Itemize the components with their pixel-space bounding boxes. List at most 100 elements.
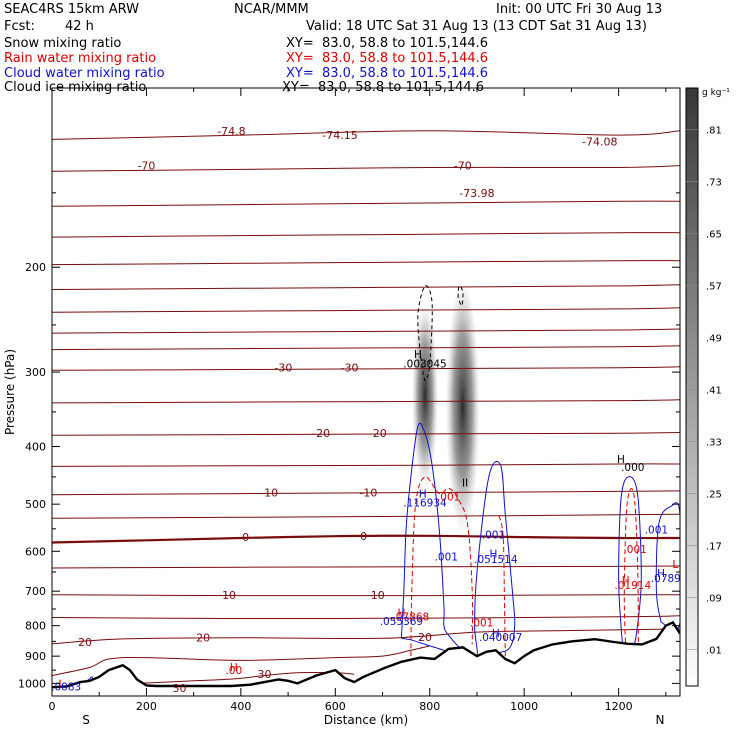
valid-time: Valid: 18 UTC Sat 31 Aug 13 (13 CDT Sat … (306, 19, 647, 34)
temperature-contour-line (52, 594, 680, 597)
y-tick-label: 600 (25, 545, 46, 558)
cloud-ice-contour (417, 285, 433, 382)
extremum-label: .040007 (479, 632, 522, 644)
cloud-water-contour (618, 476, 642, 651)
temperature-contour-line (52, 432, 680, 436)
extremum-label: H (414, 349, 422, 361)
temperature-contour-label: -10 (260, 487, 278, 500)
x-tick-label: 600 (325, 700, 346, 713)
temperature-contour-label: 10 (222, 589, 236, 602)
field-xy-cloud-water: XY= 83.0, 58.8 to 101.5,144.6 (286, 66, 489, 81)
fcst-label: Fcst: (4, 19, 35, 34)
extremum-label: .001 (482, 529, 505, 541)
terrain-surface-line (52, 620, 680, 689)
colorbar-label: .57 (706, 282, 722, 293)
temperature-contour-line (52, 565, 680, 569)
extremum-label: .01914 (614, 580, 651, 592)
temperature-contour-line (52, 615, 680, 620)
x-tick-label: 400 (230, 700, 251, 713)
temperature-contour-label: -30 (274, 362, 292, 375)
field-xy-rain: XY= 83.0, 58.8 to 101.5,144.6 (286, 51, 489, 66)
temperature-contour-line (52, 200, 680, 207)
rain-water-contour (497, 514, 506, 657)
extremum-label: .003045 (403, 358, 446, 370)
extremum-label: .051514 (474, 554, 518, 566)
temperature-contour-line (52, 307, 680, 313)
extremum-label: .055369 (380, 616, 423, 628)
colorbar-label: .73 (706, 178, 722, 189)
temperature-contour-label: 20 (78, 636, 92, 649)
center-label: NCAR/MMM (234, 2, 309, 17)
temperature-contour-line (52, 399, 680, 404)
temperature-contour-line (52, 328, 680, 334)
extremum-label: H (230, 662, 238, 674)
snow-shading-plume (445, 279, 480, 534)
north-end-label: N (656, 713, 665, 727)
extremum-label: .001 (435, 551, 458, 563)
y-tick-label: 900 (25, 650, 46, 663)
south-end-label: S (82, 713, 90, 727)
extremum-label: H (397, 607, 405, 619)
temperature-contour-label: -20 (369, 427, 387, 440)
temperature-contour-label: -74.08 (582, 136, 617, 149)
temperature-contour-label: 0 (360, 530, 367, 543)
temperature-contour-line (52, 345, 680, 351)
rain-water-contour (623, 488, 639, 651)
temperature-contour-label: 20 (418, 631, 432, 644)
temperature-contour-label: -70 (137, 160, 155, 173)
extremum-label: H (492, 628, 500, 640)
temperature-contour-line (52, 165, 680, 172)
colorbar-unit: g kg⁻¹ (702, 88, 730, 98)
colorbar-label: .09 (706, 594, 722, 605)
extremum-label: .001 (470, 617, 493, 629)
temperature-contour-line (52, 366, 680, 371)
extremum-label: H (622, 575, 630, 587)
y-tick-label: 500 (25, 498, 46, 511)
extremum-label: L (672, 559, 678, 571)
plot-frame (51, 87, 681, 697)
temperature-contour-label: -74.15 (322, 129, 357, 142)
x-tick-label: 0 (49, 700, 56, 713)
temperature-contour-line (52, 645, 430, 676)
init-time: Init: 00 UTC Fri 30 Aug 13 (496, 2, 663, 17)
extremum-label: .0083 (51, 682, 81, 694)
extremum-label: .07868 (392, 611, 429, 623)
colorbar-label: .33 (706, 438, 722, 449)
y-tick-label: 700 (25, 585, 46, 598)
x-tick-label: 1000 (510, 700, 538, 713)
temperature-contour-line (52, 130, 680, 140)
colorbar-label: .81 (706, 126, 722, 137)
field-name-cloud-water: Cloud water mixing ratio (4, 66, 165, 81)
colorbar-label: .49 (706, 334, 722, 345)
extremum-label: .116934 (403, 498, 447, 510)
temperature-contour-label: -73.98 (459, 187, 494, 200)
colorbar-label: .65 (706, 230, 722, 241)
colorbar-label: .41 (706, 386, 722, 397)
temperature-contour-label: 10 (371, 589, 385, 602)
extremum-label: .00 (225, 665, 242, 677)
temperature-contour-label: -74.8 (217, 125, 245, 138)
extremum-label: .001 (437, 491, 460, 503)
extremum-label: .0789 (651, 573, 681, 585)
cloud-ice-contour (457, 285, 464, 307)
field-name-rain: Rain water mixing ratio (4, 51, 157, 66)
temperature-contour-label: 30 (257, 668, 271, 681)
extremum-label: H (419, 489, 427, 501)
y-tick-label: 1000 (18, 677, 46, 690)
extremum-label: H (657, 568, 665, 580)
y-tick-label: 800 (25, 620, 46, 633)
colorbar-label: .17 (706, 542, 722, 553)
colorbar-label: .01 (706, 646, 722, 657)
y-axis-title: Pressure (hPa) (3, 349, 17, 435)
y-tick-label: 200 (25, 261, 46, 274)
x-tick-label: 200 (136, 700, 157, 713)
extremum-label: L (59, 678, 65, 690)
temperature-contour-line (52, 490, 680, 496)
temperature-contour-label: 30 (172, 682, 186, 695)
x-tick-label: 800 (419, 700, 440, 713)
field-name-snow: Snow mixing ratio (4, 36, 122, 51)
extremum-label: .001 (623, 544, 646, 556)
extremum-label: H (490, 548, 498, 560)
extremum-label: .000 (621, 462, 644, 474)
